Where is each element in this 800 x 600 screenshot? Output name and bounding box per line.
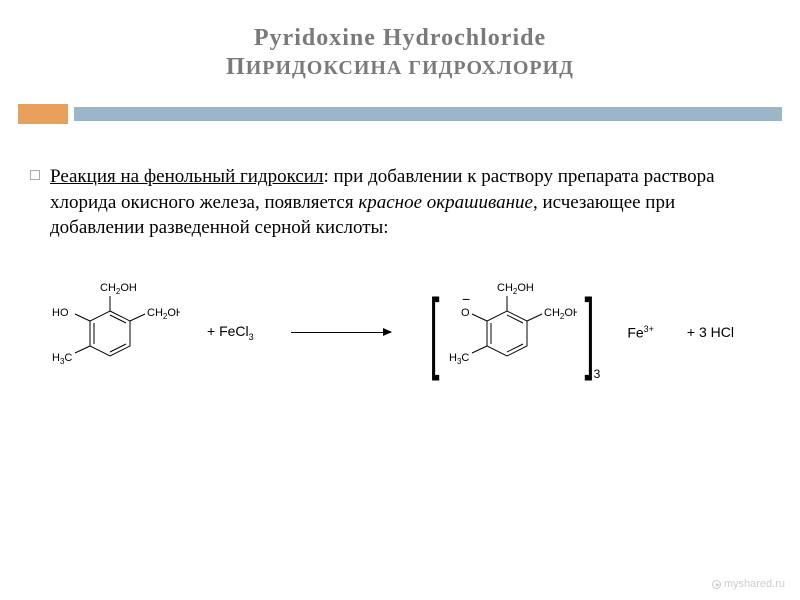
bullet-icon [30, 170, 40, 180]
title-russian: ПИРИДОКСИНА ГИДРОХЛОРИД [40, 54, 760, 81]
svg-text:CH2OH: CH2OH [147, 307, 180, 321]
svg-text:CH2OH: CH2OH [100, 282, 137, 296]
ion-symbol: Fe [627, 325, 643, 341]
bracket-right: ] [584, 294, 594, 371]
molecule-svg-right: CH2OH CH2OH O − H3C [447, 276, 577, 386]
reagent-formula: FeCl [219, 323, 249, 339]
molecule-svg-left: CH2OH CH2OH HO H3C [50, 276, 180, 386]
svg-text:H3C: H3C [52, 352, 72, 366]
underlined-text: Реакция на фенольный гидроксил [50, 166, 323, 187]
watermark: myshared.ru [712, 578, 785, 590]
paragraph-text: Реакция на фенольный гидроксил: при доба… [50, 164, 760, 241]
svg-text:CH2OH: CH2OH [497, 282, 534, 296]
product-molecule: CH2OH CH2OH O − H3C [447, 276, 577, 389]
svg-text:O: O [461, 307, 470, 319]
chemical-reaction: CH2OH CH2OH HO H3C + FeCl3 [ [30, 276, 760, 389]
svg-text:−: − [462, 291, 470, 307]
svg-text:HO: HO [52, 307, 69, 319]
plus-sign-1: + FeCl3 [207, 323, 254, 342]
bullet-paragraph: Реакция на фенольный гидроксил: при доба… [30, 164, 760, 241]
italic-text: красное окрашивание [358, 192, 533, 213]
bracket-subscript: 3 [594, 367, 601, 381]
svg-text:H3C: H3C [449, 352, 469, 366]
accent-orange-block [18, 104, 68, 124]
title-ru-rest: ИРИДОКСИНА ГИДРОХЛОРИД [246, 57, 574, 79]
play-icon [712, 580, 721, 589]
watermark-text: myshared.ru [724, 578, 785, 590]
svg-text:CH2OH: CH2OH [544, 307, 577, 321]
accent-bar [0, 104, 800, 124]
reagent-sub: 3 [249, 332, 254, 342]
arrow-line [291, 332, 391, 333]
product-complex: [ CH2OH CH2OH O − H3C ] [422, 276, 601, 389]
arrow-head-icon [383, 328, 392, 336]
slide-header: Pyridoxine Hydrochloride ПИРИДОКСИНА ГИД… [0, 0, 800, 96]
iron-ion: Fe3+ [627, 324, 654, 341]
reactant-molecule: CH2OH CH2OH HO H3C [50, 276, 180, 389]
bracket-left: [ [429, 294, 439, 371]
accent-blue-bar [74, 107, 782, 121]
title-ru-first: П [226, 54, 246, 80]
content-area: Реакция на фенольный гидроксил: при доба… [0, 124, 800, 409]
ion-charge: 3+ [644, 324, 654, 334]
reaction-arrow [291, 332, 391, 333]
title-english: Pyridoxine Hydrochloride [40, 25, 760, 52]
byproduct-text: + 3 HCl [687, 324, 734, 340]
